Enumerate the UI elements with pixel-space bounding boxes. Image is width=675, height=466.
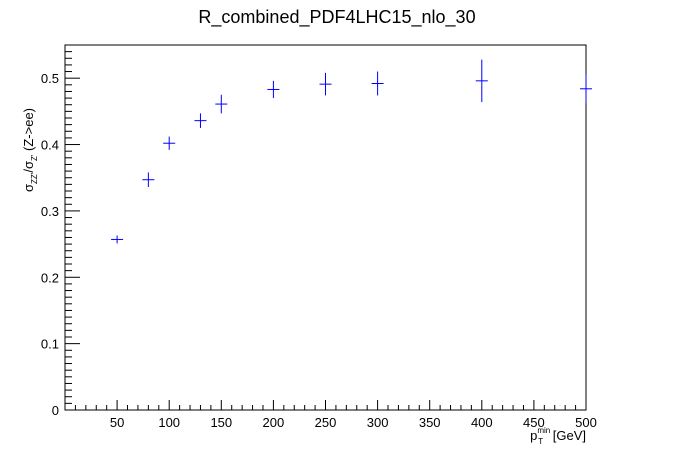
data-point [267, 80, 280, 99]
x-tick-label: 150 [210, 415, 232, 430]
y-axis-label-sub2: Z' [30, 154, 39, 161]
y-tick-label: 0.4 [41, 138, 59, 153]
y-tick-label: 0.3 [41, 204, 59, 219]
x-axis-label: pmin T [GeV] [530, 426, 586, 446]
x-tick-label: 200 [263, 415, 285, 430]
chart-title: R_combined_PDF4LHC15_nlo_30 [198, 7, 475, 28]
x-axis-label-sub: T [538, 437, 543, 446]
y-tick-label: 0.5 [41, 71, 59, 86]
data-point [215, 94, 228, 114]
x-tick-label: 450 [523, 415, 545, 430]
y-axis-label-sigma2: σ [21, 161, 36, 169]
x-tick-label: 400 [471, 415, 493, 430]
x-tick-label: 350 [419, 415, 441, 430]
data-point [371, 71, 384, 96]
data-point [194, 113, 207, 128]
data-point [163, 136, 176, 150]
x-tick-label: 300 [367, 415, 389, 430]
x-axis-ticks [74, 400, 587, 410]
x-tick-label: 500 [575, 415, 597, 430]
y-axis-label-sigma1: σ [21, 184, 36, 192]
y-axis-ticks [65, 51, 80, 411]
y-axis-label: σZZ'/σZ' (Z->ee) [21, 108, 39, 192]
plot-frame [64, 44, 587, 411]
y-tick-label: 0 [52, 403, 59, 418]
data-point [319, 72, 332, 96]
x-axis-label-sup: min [537, 426, 550, 435]
data-point [580, 74, 592, 104]
y-axis-label-slash: / [21, 169, 36, 173]
data-point [111, 235, 124, 244]
x-axis-label-unit: [GeV] [549, 428, 586, 443]
x-tick-label: 250 [315, 415, 337, 430]
x-axis-tick-labels: 50 100 150 200 250 300 350 400 450 500 [110, 415, 597, 430]
y-axis-label-sub1: ZZ' [30, 172, 39, 184]
y-axis-tick-labels: 0 0.1 0.2 0.3 0.4 0.5 [41, 71, 59, 418]
data-points [111, 59, 592, 244]
x-tick-label: 100 [158, 415, 180, 430]
y-axis-label-rest: (Z->ee) [21, 108, 36, 155]
x-axis-label-main: p [530, 428, 537, 443]
x-tick-label: 50 [110, 415, 124, 430]
y-tick-label: 0.2 [41, 270, 59, 285]
data-point [475, 59, 488, 103]
y-tick-label: 0.1 [41, 337, 59, 352]
data-point [142, 172, 155, 188]
